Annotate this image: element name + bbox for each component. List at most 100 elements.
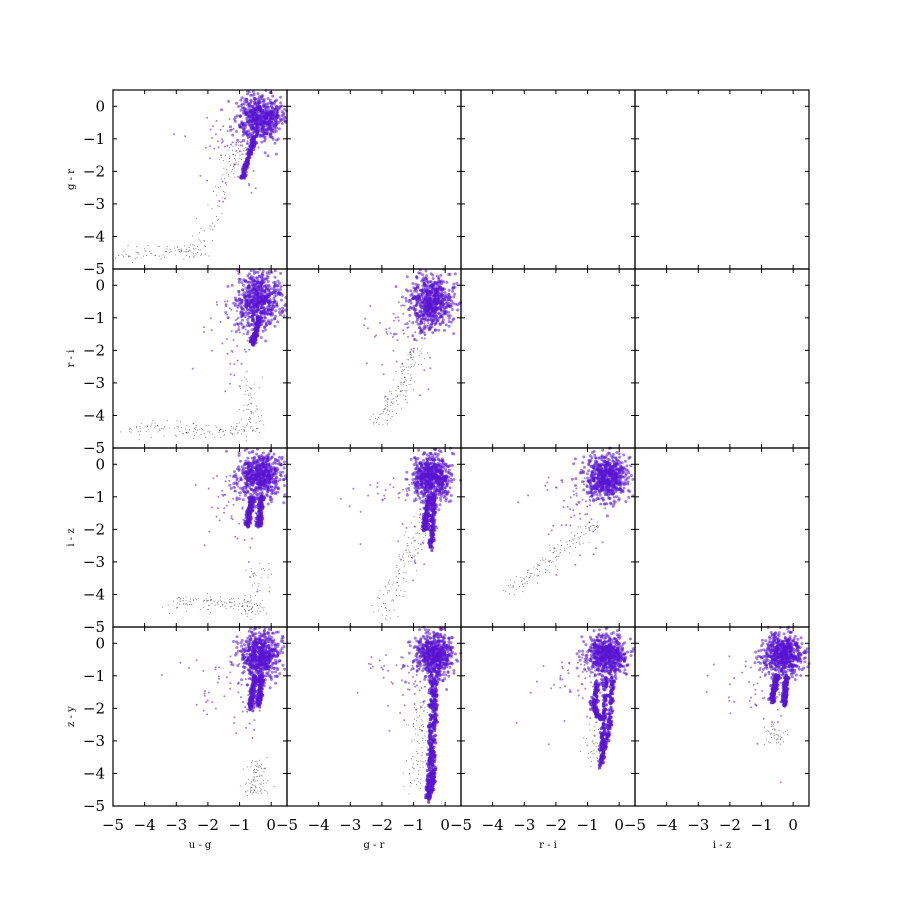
highlight-outlier-point	[397, 301, 400, 304]
highlight-point	[252, 90, 255, 94]
background-point	[232, 598, 234, 600]
highlight-point	[267, 463, 271, 467]
background-point	[197, 429, 199, 431]
highlight-point	[255, 310, 259, 313]
background-point	[382, 614, 384, 616]
background-point	[399, 554, 400, 556]
background-point	[418, 542, 420, 544]
highlight-outlier-point	[212, 125, 214, 128]
highlight-point	[265, 121, 269, 125]
highlight-tail-point	[251, 340, 255, 344]
background-point	[396, 396, 398, 398]
background-point	[392, 600, 394, 602]
highlight-point	[273, 317, 277, 321]
highlight-point	[253, 474, 257, 478]
background-point	[412, 537, 414, 539]
highlight-point	[272, 286, 276, 290]
background-point	[228, 175, 230, 177]
background-point	[157, 425, 159, 427]
background-point	[224, 433, 226, 435]
highlight-tail-point	[243, 166, 247, 170]
background-point	[402, 596, 404, 597]
background-point	[233, 604, 235, 606]
chart-marks	[115, 89, 811, 804]
highlight-point	[241, 307, 244, 311]
highlight-outlier-point	[237, 175, 240, 178]
highlight-outlier-point	[248, 184, 251, 187]
background-point	[248, 418, 250, 420]
highlight-point	[248, 276, 251, 280]
highlight-outlier-point	[376, 492, 379, 495]
highlight-point	[407, 486, 410, 490]
background-point	[400, 366, 402, 368]
background-point	[193, 437, 195, 439]
highlight-outlier-point	[221, 489, 223, 492]
highlight-outlier-point	[389, 483, 392, 486]
highlight-point	[431, 474, 435, 478]
highlight-point	[251, 316, 255, 320]
highlight-point	[272, 480, 275, 484]
highlight-outlier-point	[254, 187, 257, 190]
background-point	[249, 602, 251, 604]
highlight-point	[420, 461, 424, 465]
background-point	[241, 418, 243, 420]
background-point	[167, 604, 169, 606]
highlight-tail-point	[250, 500, 255, 504]
background-point	[233, 154, 235, 155]
background-point	[176, 246, 178, 248]
background-point	[262, 599, 264, 601]
background-point	[397, 585, 399, 587]
highlight-outlier-point	[384, 395, 387, 398]
highlight-outlier-point	[224, 390, 227, 393]
background-point	[402, 366, 404, 368]
highlight-point	[247, 451, 251, 455]
highlight-point	[242, 283, 245, 287]
background-point	[195, 429, 197, 431]
background-point	[413, 556, 415, 558]
highlight-point	[411, 321, 415, 324]
background-point	[162, 254, 164, 256]
background-point	[166, 248, 168, 250]
highlight-point	[275, 98, 279, 102]
background-point	[245, 425, 247, 427]
highlight-point	[447, 288, 451, 292]
highlight-point	[242, 102, 246, 106]
background-point	[391, 398, 393, 400]
background-point	[211, 433, 213, 435]
background-point	[250, 397, 252, 399]
background-point	[220, 157, 222, 159]
highlight-outlier-point	[194, 484, 197, 487]
highlight-point	[266, 312, 270, 316]
background-point	[130, 431, 132, 433]
background-point	[406, 366, 407, 368]
background-point	[382, 412, 384, 414]
background-point	[258, 613, 260, 615]
highlight-point	[257, 304, 261, 308]
background-point	[218, 187, 220, 189]
highlight-outlier-point	[415, 339, 418, 342]
highlight-point	[251, 311, 255, 315]
background-point	[388, 583, 390, 585]
background-point	[425, 532, 427, 534]
background-point	[402, 557, 404, 559]
highlight-outlier-point	[246, 339, 249, 342]
highlight-point	[263, 294, 267, 298]
highlight-point	[250, 450, 254, 454]
highlight-point	[270, 485, 274, 489]
background-point	[115, 257, 117, 259]
background-point	[421, 548, 423, 550]
highlight-tail-point	[247, 154, 251, 158]
background-point	[148, 428, 150, 430]
background-point	[246, 615, 248, 617]
highlight-outlier-point	[423, 369, 426, 372]
background-point	[252, 584, 254, 586]
highlight-point	[435, 466, 439, 470]
highlight-point	[261, 119, 265, 123]
highlight-point	[257, 288, 261, 292]
background-point	[187, 604, 188, 606]
background-point	[201, 253, 203, 255]
background-point	[188, 247, 190, 248]
background-point	[189, 249, 191, 251]
background-point	[241, 379, 243, 381]
background-point	[408, 555, 409, 557]
